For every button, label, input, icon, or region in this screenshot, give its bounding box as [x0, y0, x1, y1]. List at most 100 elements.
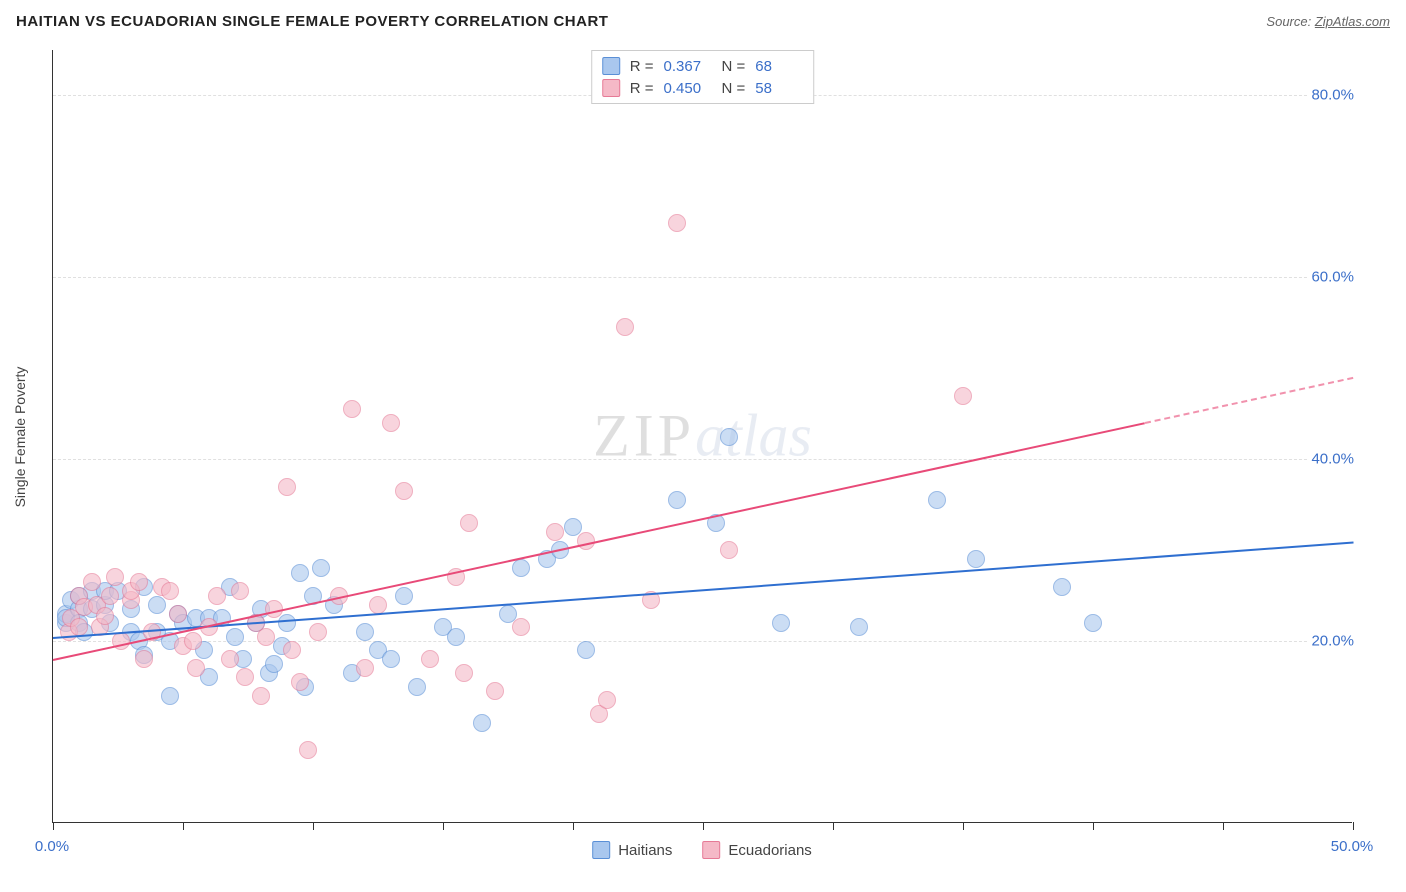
source-link[interactable]: ZipAtlas.com: [1315, 14, 1390, 29]
x-tick: [1093, 822, 1094, 830]
gridline-h: [53, 641, 1352, 642]
legend-item-ecuadorians: Ecuadorians: [702, 841, 811, 859]
y-tick-label: 60.0%: [1307, 269, 1358, 286]
point-ecuadorians: [460, 514, 478, 532]
trendline-ecuadorians-ext: [1145, 377, 1353, 424]
point-haitians: [577, 641, 595, 659]
x-tick: [1223, 822, 1224, 830]
point-ecuadorians: [236, 668, 254, 686]
point-ecuadorians: [283, 641, 301, 659]
point-ecuadorians: [221, 650, 239, 668]
point-haitians: [356, 623, 374, 641]
point-haitians: [668, 491, 686, 509]
point-ecuadorians: [343, 400, 361, 418]
chart-title: HAITIAN VS ECUADORIAN SINGLE FEMALE POVE…: [16, 13, 608, 30]
gridline-h: [53, 277, 1352, 278]
source-label: Source:: [1266, 14, 1311, 29]
y-axis-title: Single Female Poverty: [12, 366, 28, 507]
n-value: 68: [755, 58, 803, 75]
point-haitians: [226, 628, 244, 646]
point-ecuadorians: [130, 573, 148, 591]
stats-row-haitians: R = 0.367 N = 68: [598, 55, 808, 77]
point-haitians: [408, 678, 426, 696]
point-ecuadorians: [184, 632, 202, 650]
point-ecuadorians: [668, 214, 686, 232]
point-ecuadorians: [135, 650, 153, 668]
n-label: N =: [722, 80, 746, 97]
point-haitians: [928, 491, 946, 509]
x-tick: [443, 822, 444, 830]
y-tick-label: 20.0%: [1307, 633, 1358, 650]
point-ecuadorians: [486, 682, 504, 700]
point-haitians: [512, 559, 530, 577]
point-ecuadorians: [101, 587, 119, 605]
point-ecuadorians: [96, 607, 114, 625]
legend-label: Haitians: [618, 842, 672, 859]
x-tick: [183, 822, 184, 830]
plot-area: ZIPatlas R =0.367N =68R =0.450N =58 20.0…: [52, 50, 1352, 823]
point-haitians: [720, 428, 738, 446]
swatch-ecuadorians: [702, 841, 720, 859]
point-haitians: [447, 628, 465, 646]
source-credit: Source: ZipAtlas.com: [1266, 14, 1390, 29]
point-ecuadorians: [616, 318, 634, 336]
x-tick-label: 0.0%: [35, 838, 69, 855]
point-haitians: [278, 614, 296, 632]
x-tick: [833, 822, 834, 830]
point-ecuadorians: [208, 587, 226, 605]
n-value: 58: [755, 80, 803, 97]
plot-container: ZIPatlas R =0.367N =68R =0.450N =58 20.0…: [52, 50, 1352, 823]
legend-label: Ecuadorians: [728, 842, 811, 859]
point-ecuadorians: [954, 387, 972, 405]
point-ecuadorians: [512, 618, 530, 636]
point-haitians: [473, 714, 491, 732]
point-haitians: [1053, 578, 1071, 596]
point-ecuadorians: [169, 605, 187, 623]
point-ecuadorians: [455, 664, 473, 682]
point-haitians: [395, 587, 413, 605]
x-tick: [703, 822, 704, 830]
series-legend: Haitians Ecuadorians: [592, 841, 812, 859]
point-haitians: [312, 559, 330, 577]
point-ecuadorians: [598, 691, 616, 709]
x-tick: [963, 822, 964, 830]
swatch-haitians: [602, 57, 620, 75]
point-ecuadorians: [278, 478, 296, 496]
swatch-ecuadorians: [602, 79, 620, 97]
point-haitians: [265, 655, 283, 673]
point-ecuadorians: [187, 659, 205, 677]
point-ecuadorians: [83, 573, 101, 591]
point-haitians: [291, 564, 309, 582]
point-ecuadorians: [161, 582, 179, 600]
y-tick-label: 80.0%: [1307, 87, 1358, 104]
y-tick-label: 40.0%: [1307, 451, 1358, 468]
r-label: R =: [630, 80, 654, 97]
point-ecuadorians: [356, 659, 374, 677]
r-value: 0.450: [664, 80, 712, 97]
point-haitians: [161, 687, 179, 705]
point-ecuadorians: [106, 568, 124, 586]
r-value: 0.367: [664, 58, 712, 75]
point-ecuadorians: [231, 582, 249, 600]
x-tick: [573, 822, 574, 830]
legend-item-haitians: Haitians: [592, 841, 672, 859]
stats-row-ecuadorians: R = 0.450 N = 58: [598, 77, 808, 99]
r-label: R =: [630, 58, 654, 75]
point-ecuadorians: [299, 741, 317, 759]
point-ecuadorians: [252, 687, 270, 705]
point-ecuadorians: [309, 623, 327, 641]
point-haitians: [1084, 614, 1102, 632]
point-haitians: [382, 650, 400, 668]
x-tick: [1353, 822, 1354, 830]
x-tick: [313, 822, 314, 830]
point-ecuadorians: [546, 523, 564, 541]
point-ecuadorians: [395, 482, 413, 500]
point-ecuadorians: [291, 673, 309, 691]
n-label: N =: [722, 58, 746, 75]
point-ecuadorians: [421, 650, 439, 668]
point-ecuadorians: [720, 541, 738, 559]
point-haitians: [148, 596, 166, 614]
point-haitians: [850, 618, 868, 636]
point-ecuadorians: [382, 414, 400, 432]
stats-legend: R = 0.367 N = 68 R = 0.450 N = 58: [591, 50, 815, 104]
